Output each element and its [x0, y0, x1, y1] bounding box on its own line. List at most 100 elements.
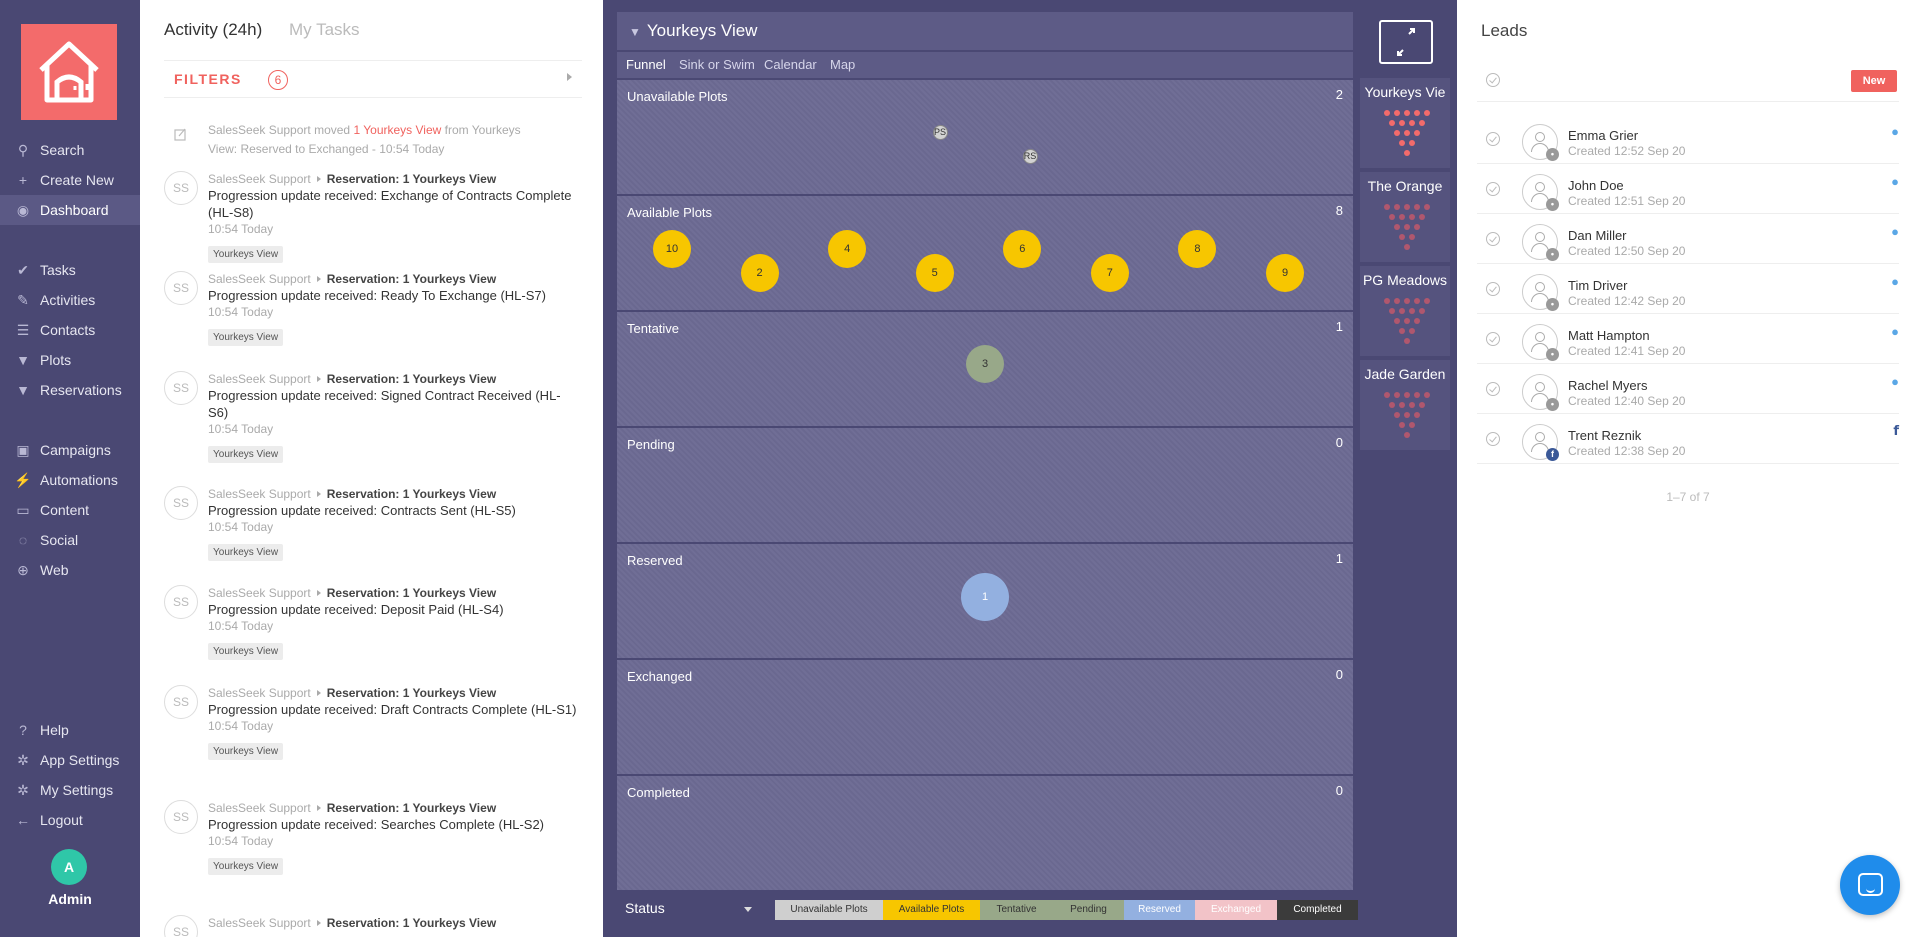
select-check-icon[interactable] — [1486, 332, 1500, 346]
plot-marker[interactable]: 2 — [740, 254, 779, 292]
lead-name[interactable]: Trent Reznik — [1568, 428, 1642, 443]
plot-marker[interactable]: 10 — [653, 230, 691, 268]
activity-target[interactable]: Reservation: 1 Yourkeys View — [326, 272, 497, 286]
activity-user[interactable]: SalesSeek Support — [208, 801, 311, 815]
activity-tag[interactable]: Yourkeys View — [208, 858, 284, 875]
expand-button[interactable] — [1379, 20, 1433, 64]
sidebar-item-plots[interactable]: ▼ Plots — [0, 345, 140, 375]
activity-user[interactable]: SalesSeek Support — [208, 172, 311, 186]
sidebar-item-help[interactable]: ? Help — [0, 715, 140, 745]
activity-user[interactable]: SalesSeek Support — [208, 372, 311, 386]
activity-tag[interactable]: Yourkeys View — [208, 743, 284, 760]
tab-activity[interactable]: Activity (24h) — [164, 20, 263, 39]
activity-user[interactable]: SalesSeek Support — [208, 272, 311, 286]
activity-target[interactable]: Reservation: 1 Yourkeys View — [326, 172, 497, 186]
sidebar-item-activities[interactable]: ✎ Activities — [0, 285, 140, 315]
activity-target[interactable]: Reservation: 1 Yourkeys View — [326, 801, 497, 815]
sidebar-item-automations[interactable]: ⚡ Automations — [0, 465, 140, 495]
activity-user[interactable]: SalesSeek Support — [208, 586, 311, 600]
sidebar-item-search[interactable]: ⚲ Search — [0, 135, 140, 165]
sidebar-item-content[interactable]: ▭ Content — [0, 495, 140, 525]
lead-name[interactable]: Dan Miller — [1568, 228, 1627, 243]
activity-target[interactable]: Reservation: 1 Yourkeys View — [326, 372, 497, 386]
lead-name[interactable]: Tim Driver — [1568, 278, 1628, 293]
select-check-icon[interactable] — [1486, 182, 1500, 196]
plot-marker[interactable]: 7 — [1090, 254, 1129, 292]
sidebar-item-my-settings[interactable]: ✲ My Settings — [0, 775, 140, 805]
sidebar-item-web[interactable]: ⊕ Web — [0, 555, 140, 585]
lead-row[interactable]: • Tim Driver Created 12:42 Sep 20 ● — [1477, 264, 1899, 314]
activity-link[interactable]: 1 Yourkeys View — [353, 123, 442, 137]
tab-my-tasks[interactable]: My Tasks — [289, 20, 360, 39]
lead-row[interactable]: • John Doe Created 12:51 Sep 20 ● — [1477, 164, 1899, 214]
sidebar-item-contacts[interactable]: ☰ Contacts — [0, 315, 140, 345]
activity-tag[interactable]: Yourkeys View — [208, 329, 284, 346]
activity-target[interactable]: Reservation: 1 Yourkeys View — [326, 586, 497, 600]
filters-bar[interactable]: FILTERS 6 — [164, 60, 582, 98]
stage-pending[interactable]: Pending 0 — [617, 428, 1353, 542]
select-check-icon[interactable] — [1486, 232, 1500, 246]
sidebar-item-logout[interactable]: ← Logout — [0, 805, 140, 835]
tab-map[interactable]: Map — [830, 57, 856, 72]
tab-sink-or-swim[interactable]: Sink or Swim — [679, 57, 755, 72]
app-logo[interactable] — [21, 24, 117, 120]
user-name[interactable]: Admin — [48, 891, 92, 907]
activity-tag[interactable]: Yourkeys View — [208, 643, 284, 660]
activity-tag[interactable]: Yourkeys View — [208, 246, 284, 263]
view-card-yourkeys-vie[interactable]: Yourkeys Vie — [1360, 78, 1450, 168]
activity-target[interactable]: Reservation: 1 Yourkeys View — [326, 916, 497, 930]
sidebar-item-app-settings[interactable]: ✲ App Settings — [0, 745, 140, 775]
avatar[interactable]: A — [51, 849, 87, 885]
lead-name[interactable]: Emma Grier — [1568, 128, 1639, 143]
new-lead-button[interactable]: New — [1851, 70, 1897, 92]
stage-completed[interactable]: Completed 0 — [617, 776, 1353, 890]
activity-tag[interactable]: Yourkeys View — [208, 446, 284, 463]
plot-marker[interactable]: 4 — [828, 230, 867, 268]
activity-user[interactable]: SalesSeek Support — [208, 916, 311, 930]
lead-row[interactable]: • Dan Miller Created 12:50 Sep 20 ● — [1477, 214, 1899, 264]
plot-marker[interactable]: 9 — [1266, 254, 1304, 292]
caret-down-icon[interactable] — [744, 907, 752, 912]
tab-funnel[interactable]: Funnel — [626, 57, 666, 72]
plot-marker[interactable]: PS — [932, 124, 948, 140]
plot-marker[interactable]: 3 — [966, 345, 1004, 383]
stage-unavailable-plots[interactable]: Unavailable Plots 2 PS RS — [617, 80, 1353, 194]
activity-target[interactable]: Reservation: 1 Yourkeys View — [326, 487, 497, 501]
sidebar-item-tasks[interactable]: ✔ Tasks — [0, 255, 140, 285]
view-card-the-orange[interactable]: The Orange — [1360, 172, 1450, 262]
plot-marker[interactable]: 6 — [1003, 230, 1042, 268]
lead-name[interactable]: Rachel Myers — [1568, 378, 1648, 393]
activity-tag[interactable]: Yourkeys View — [208, 544, 284, 561]
sidebar-item-dashboard[interactable]: ◉ Dashboard — [0, 195, 140, 225]
view-card-jade-garden[interactable]: Jade Garden — [1360, 360, 1450, 450]
plot-marker[interactable]: 5 — [915, 254, 954, 292]
stage-tentative[interactable]: Tentative 1 3 — [617, 312, 1353, 426]
plot-marker[interactable]: 8 — [1178, 230, 1217, 268]
lead-row[interactable]: • Rachel Myers Created 12:40 Sep 20 ● — [1477, 364, 1899, 414]
lead-row[interactable]: • Emma Grier Created 12:52 Sep 20 ● — [1477, 114, 1899, 164]
select-check-icon[interactable] — [1486, 432, 1500, 446]
status-select[interactable]: Status — [625, 900, 665, 916]
activity-target[interactable]: Reservation: 1 Yourkeys View — [326, 686, 497, 700]
select-check-icon[interactable] — [1486, 382, 1500, 396]
sidebar-item-create-new[interactable]: + Create New — [0, 165, 140, 195]
select-check-icon[interactable] — [1486, 132, 1500, 146]
sidebar-item-social[interactable]: ◌ Social — [0, 525, 140, 555]
activity-user[interactable]: SalesSeek Support — [208, 123, 311, 137]
select-check-icon[interactable] — [1486, 282, 1500, 296]
chat-launcher-button[interactable] — [1840, 855, 1900, 915]
stage-available-plots[interactable]: Available Plots 8 10 2 4 5 6 7 8 9 — [617, 196, 1353, 310]
stage-exchanged[interactable]: Exchanged 0 — [617, 660, 1353, 774]
select-all-check-icon[interactable] — [1486, 73, 1500, 87]
chevron-right-icon[interactable] — [567, 73, 572, 81]
lead-row[interactable]: f Trent Reznik Created 12:38 Sep 20 f — [1477, 414, 1899, 464]
lead-name[interactable]: John Doe — [1568, 178, 1624, 193]
view-card-pg-meadows[interactable]: PG Meadows — [1360, 266, 1450, 356]
plot-marker[interactable]: RS — [1022, 148, 1038, 164]
plot-marker[interactable]: 1 — [961, 573, 1009, 621]
activity-user[interactable]: SalesSeek Support — [208, 686, 311, 700]
lead-row[interactable]: • Matt Hampton Created 12:41 Sep 20 ● — [1477, 314, 1899, 364]
sidebar-item-campaigns[interactable]: ▣ Campaigns — [0, 435, 140, 465]
sidebar-item-reservations[interactable]: ▼ Reservations — [0, 375, 140, 405]
lead-name[interactable]: Matt Hampton — [1568, 328, 1650, 343]
